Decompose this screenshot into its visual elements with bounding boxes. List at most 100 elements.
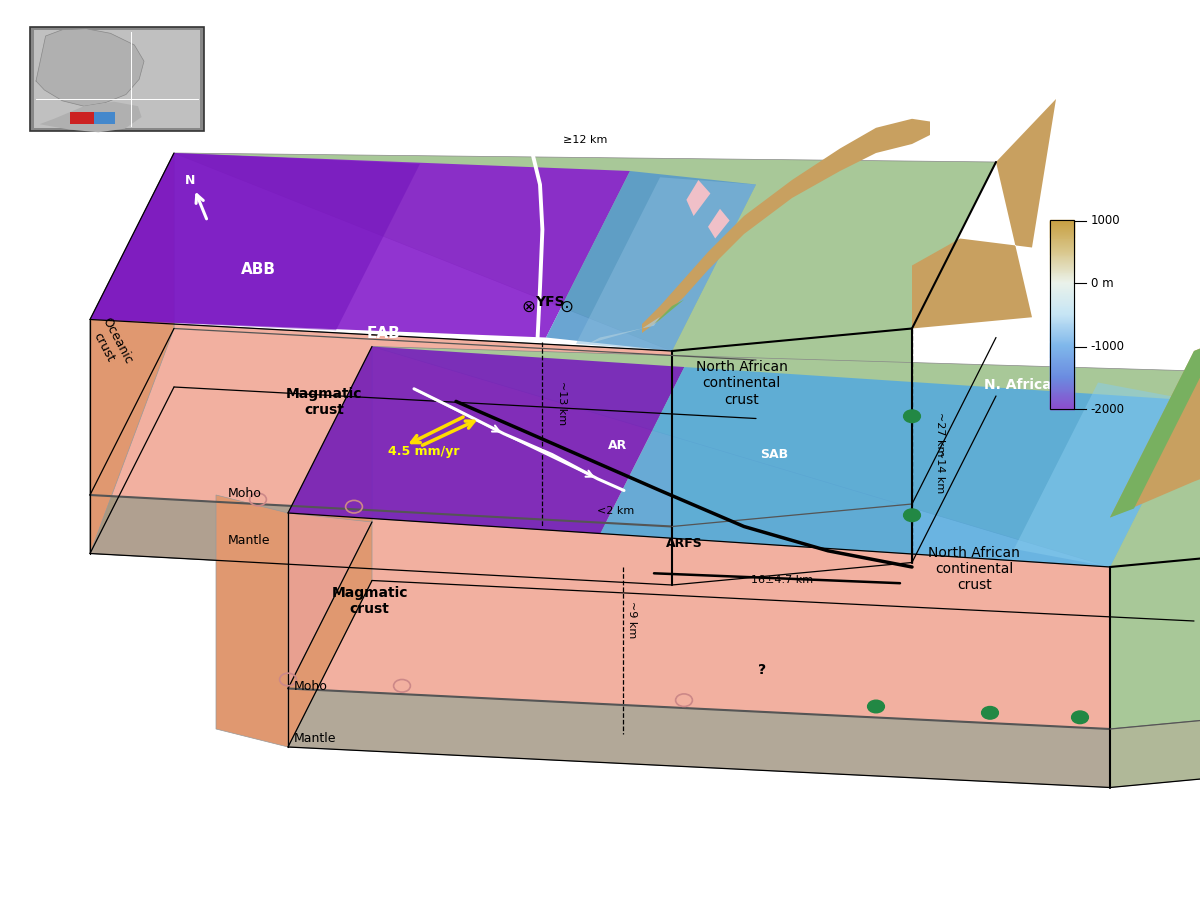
Polygon shape (90, 387, 756, 585)
Bar (1050, 245, 1074, 247)
Bar (1050, 402, 1074, 404)
Bar (1050, 364, 1074, 365)
Bar (1050, 293, 1074, 295)
Bar (1050, 360, 1074, 362)
Polygon shape (174, 153, 996, 351)
Bar (1050, 284, 1074, 285)
Bar (1050, 385, 1074, 387)
Polygon shape (546, 171, 756, 351)
Bar (1050, 337, 1074, 338)
Bar (1050, 282, 1074, 284)
Bar (1050, 256, 1074, 258)
Text: ABB: ABB (240, 263, 276, 277)
Bar (1050, 358, 1074, 360)
Bar (1050, 328, 1074, 329)
Bar (1050, 299, 1074, 301)
Polygon shape (216, 495, 288, 747)
Bar (1050, 338, 1074, 339)
Bar (1050, 353, 1074, 355)
Text: N. Africa: N. Africa (984, 378, 1051, 392)
Text: N. Africa: N. Africa (758, 121, 826, 135)
Bar (1050, 321, 1074, 323)
Bar (1050, 326, 1074, 328)
Bar (1050, 350, 1074, 352)
Bar (1050, 332, 1074, 334)
Bar (1050, 234, 1074, 236)
Bar (1050, 303, 1074, 305)
Text: AR: AR (608, 439, 628, 452)
Bar (1050, 369, 1074, 371)
Bar (1050, 297, 1074, 299)
Bar (1050, 356, 1074, 358)
Text: 1000: 1000 (1091, 214, 1121, 227)
Circle shape (904, 509, 920, 522)
Bar (1050, 315, 1074, 317)
Circle shape (868, 700, 884, 713)
Bar (1050, 279, 1074, 281)
Polygon shape (686, 180, 710, 216)
Text: SAB: SAB (760, 448, 788, 461)
Polygon shape (90, 153, 630, 338)
Bar (1050, 222, 1074, 224)
Bar (1050, 302, 1074, 303)
Bar (1050, 361, 1074, 364)
Bar (1050, 289, 1074, 291)
Bar (1050, 287, 1074, 289)
Bar (1050, 356, 1074, 357)
Bar (1050, 312, 1074, 314)
Bar (1050, 396, 1074, 398)
Bar (1050, 380, 1074, 382)
Bar (1050, 333, 1074, 335)
Bar (1050, 263, 1074, 265)
Bar (1050, 246, 1074, 248)
Bar (1050, 251, 1074, 253)
Bar (1050, 339, 1074, 341)
Bar (1050, 374, 1074, 375)
Bar (1050, 320, 1074, 321)
Bar (70, 112, 94, 124)
Bar (1050, 403, 1074, 405)
Bar (1050, 227, 1074, 229)
Bar (1050, 253, 1074, 255)
Bar (1050, 325, 1074, 327)
Bar (1050, 256, 1074, 257)
Bar (1050, 239, 1074, 241)
Bar (1050, 359, 1074, 361)
Bar (1050, 292, 1074, 293)
Bar (1050, 382, 1074, 383)
Text: Mantle: Mantle (228, 534, 270, 546)
Polygon shape (1110, 544, 1200, 729)
Bar (1050, 394, 1074, 396)
Bar (1050, 345, 1074, 346)
Text: -2000: -2000 (1091, 403, 1124, 416)
Text: Mantle: Mantle (294, 732, 336, 744)
Bar (1050, 244, 1074, 246)
Bar (1050, 329, 1074, 331)
Bar (1050, 346, 1074, 347)
Bar (1050, 387, 1074, 389)
Bar (1050, 348, 1074, 350)
Bar (1050, 220, 1074, 410)
Bar (1050, 220, 1074, 222)
Bar (1050, 220, 1074, 221)
Bar (1050, 221, 1074, 223)
Bar (1050, 224, 1074, 226)
Bar (1050, 284, 1074, 286)
Bar (1050, 334, 1074, 336)
Bar (1050, 301, 1074, 302)
Bar (1050, 262, 1074, 264)
Bar (1050, 274, 1074, 275)
Bar (1050, 261, 1074, 263)
Bar (1050, 393, 1074, 395)
Bar (1050, 370, 1074, 372)
Bar (1050, 391, 1074, 392)
Bar (1050, 408, 1074, 410)
Text: ~9 km: ~9 km (628, 600, 637, 638)
Polygon shape (90, 495, 672, 585)
Bar (1050, 346, 1074, 348)
Polygon shape (588, 317, 660, 344)
Bar (1050, 401, 1074, 403)
Bar (1050, 310, 1074, 312)
Bar (1050, 395, 1074, 397)
Bar (1050, 374, 1074, 376)
